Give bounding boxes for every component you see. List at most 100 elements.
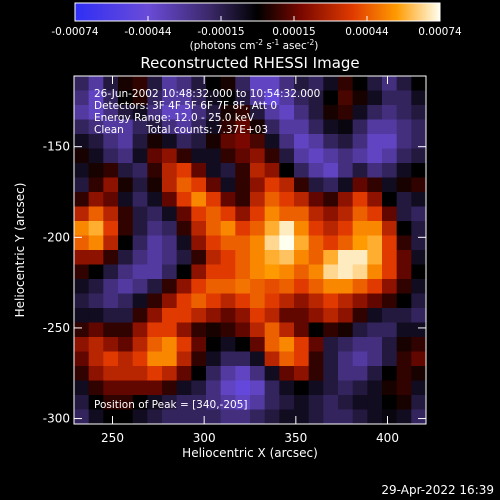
- heatmap-cell: [250, 337, 266, 353]
- heatmap-cell: [338, 119, 354, 135]
- heatmap-cell: [308, 380, 324, 396]
- heatmap-cell: [118, 105, 134, 121]
- heatmap-cell: [382, 293, 398, 309]
- heatmap-cell: [235, 308, 251, 324]
- heatmap-cell: [279, 177, 295, 193]
- heatmap-cell: [132, 322, 148, 338]
- heatmap-cell: [382, 250, 398, 266]
- heatmap-cell: [162, 395, 178, 411]
- heatmap-cell: [88, 380, 104, 396]
- heatmap-cell: [74, 235, 90, 251]
- heatmap-cell: [367, 177, 383, 193]
- heatmap-cell: [88, 235, 104, 251]
- heatmap-cell: [220, 105, 236, 121]
- heatmap-cell: [235, 322, 251, 338]
- heatmap: [74, 76, 426, 424]
- heatmap-cell: [279, 119, 295, 135]
- heatmap-cell: [147, 293, 163, 309]
- heatmap-cell: [367, 76, 383, 92]
- heatmap-cell: [74, 90, 90, 106]
- heatmap-cell: [352, 206, 368, 222]
- heatmap-cell: [206, 221, 222, 237]
- heatmap-cell: [308, 322, 324, 338]
- heatmap-cell: [176, 235, 192, 251]
- heatmap-cell: [308, 308, 324, 324]
- heatmap-cell: [235, 380, 251, 396]
- heatmap-cell: [308, 177, 324, 193]
- heatmap-cell: [206, 148, 222, 164]
- heatmap-cell: [396, 264, 412, 280]
- heatmap-cell: [250, 293, 266, 309]
- heatmap-cell: [367, 366, 383, 382]
- heatmap-cell: [250, 264, 266, 280]
- y-tick-label: -250: [43, 321, 70, 335]
- heatmap-cell: [279, 192, 295, 208]
- heatmap-cell: [206, 119, 222, 135]
- heatmap-cell: [132, 192, 148, 208]
- heatmap-cell: [323, 221, 339, 237]
- heatmap-cell: [132, 90, 148, 106]
- heatmap-cell: [352, 264, 368, 280]
- heatmap-cell: [206, 105, 222, 121]
- heatmap-cell: [323, 264, 339, 280]
- heatmap-cell: [411, 177, 426, 193]
- heatmap-cell: [338, 279, 354, 295]
- heatmap-cell: [396, 250, 412, 266]
- heatmap-cell: [220, 235, 236, 251]
- heatmap-cell: [411, 366, 426, 382]
- heatmap-cell: [132, 177, 148, 193]
- heatmap-cell: [382, 90, 398, 106]
- heatmap-cell: [235, 134, 251, 150]
- heatmap-cell: [132, 380, 148, 396]
- heatmap-cell: [103, 366, 119, 382]
- heatmap-cell: [338, 293, 354, 309]
- heatmap-cell: [103, 395, 119, 411]
- heatmap-cell: [338, 308, 354, 324]
- heatmap-cell: [147, 308, 163, 324]
- heatmap-cell: [103, 192, 119, 208]
- heatmap-cell: [323, 134, 339, 150]
- heatmap-cell: [338, 351, 354, 367]
- heatmap-cell: [382, 134, 398, 150]
- heatmap-cell: [220, 279, 236, 295]
- heatmap-cell: [323, 337, 339, 353]
- heatmap-cell: [294, 76, 310, 92]
- heatmap-cell: [352, 380, 368, 396]
- heatmap-cell: [176, 250, 192, 266]
- heatmap-cell: [74, 221, 90, 237]
- heatmap-cell: [162, 380, 178, 396]
- heatmap-cell: [235, 264, 251, 280]
- heatmap-cell: [191, 264, 207, 280]
- plot-frame: [73, 75, 427, 425]
- heatmap-cell: [396, 134, 412, 150]
- heatmap-cell: [352, 163, 368, 179]
- heatmap-cell: [103, 337, 119, 353]
- heatmap-cell: [264, 337, 280, 353]
- heatmap-cell: [118, 221, 134, 237]
- heatmap-cell: [74, 264, 90, 280]
- heatmap-cell: [308, 250, 324, 266]
- heatmap-cell: [132, 119, 148, 135]
- heatmap-cell: [132, 250, 148, 266]
- heatmap-cell: [118, 366, 134, 382]
- colorbar-unit: (photons cm-2 s-1 asec-2): [190, 38, 319, 52]
- heatmap-cell: [162, 192, 178, 208]
- heatmap-cell: [235, 409, 251, 424]
- heatmap-cell: [88, 395, 104, 411]
- heatmap-cell: [294, 395, 310, 411]
- heatmap-cell: [396, 235, 412, 251]
- heatmap-cell: [118, 279, 134, 295]
- heatmap-cell: [352, 366, 368, 382]
- heatmap-cell: [206, 192, 222, 208]
- heatmap-cell: [308, 90, 324, 106]
- heatmap-cell: [367, 221, 383, 237]
- heatmap-cell: [382, 308, 398, 324]
- heatmap-cell: [382, 380, 398, 396]
- heatmap-cell: [411, 90, 426, 106]
- heatmap-cell: [147, 119, 163, 135]
- heatmap-cell: [88, 293, 104, 309]
- heatmap-cell: [323, 206, 339, 222]
- heatmap-cell: [88, 119, 104, 135]
- heatmap-cell: [264, 192, 280, 208]
- heatmap-cell: [323, 105, 339, 121]
